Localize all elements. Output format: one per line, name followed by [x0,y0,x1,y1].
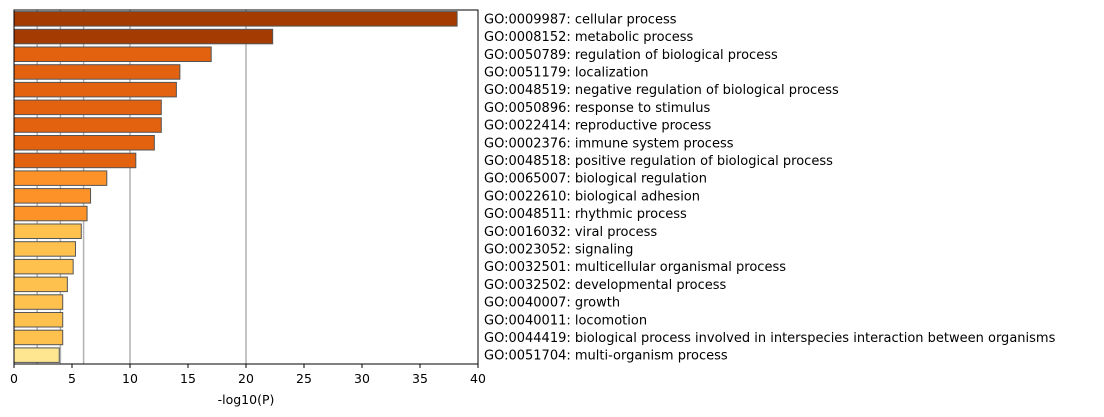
bar [13,347,60,363]
bar [13,117,162,133]
x-tick-label: 15 [180,371,196,386]
bar [13,11,458,27]
bar [13,99,162,116]
bar [13,134,155,151]
reference-lines [36,10,247,364]
bar [13,188,92,204]
bar [13,258,74,275]
category-label: GO:0048519: negative regulation of biolo… [484,83,839,98]
bar [13,276,68,293]
bar [13,329,64,346]
category-label: GO:0002376: immune system process [484,136,734,151]
category-label: GO:0022414: reproductive process [484,119,712,134]
category-label: GO:0016032: viral process [484,225,657,240]
x-tick-label: 0 [10,371,18,386]
bar [13,294,64,310]
bar [13,311,64,328]
x-axis-title: -log10(P) [218,392,275,407]
bar [13,205,88,222]
x-axis-ticks: 0 5 10 15 20 25 30 35 40 [10,364,486,386]
x-tick-label: 30 [354,371,370,386]
category-label: GO:0050789: regulation of biological pro… [484,48,778,63]
category-label: GO:0048511: rhythmic process [484,207,687,222]
category-label: GO:0048518: positive regulation of biolo… [484,154,833,169]
bar [13,223,82,240]
category-label: GO:0008152: metabolic process [484,30,693,45]
bar [13,170,108,186]
category-label: GO:0065007: biological regulation [484,172,707,187]
x-tick-label: 40 [470,371,486,386]
x-tick-label: 10 [122,371,138,386]
category-label: GO:0023052: signaling [484,242,633,257]
bar [13,28,274,45]
x-tick-label: 25 [296,371,312,386]
x-tick-label: 20 [238,371,254,386]
category-label: GO:0051179: localization [484,65,648,80]
category-label: GO:0022610: biological adhesion [484,189,700,204]
category-label: GO:0032502: developmental process [484,278,727,293]
category-label: GO:0009987: cellular process [484,12,677,27]
category-label: GO:0051704: multi-organism process [484,349,728,364]
bar [13,241,76,257]
category-label: GO:0050896: response to stimulus [484,101,710,116]
category-label: GO:0044419: biological process involved … [484,331,1056,346]
bar [13,64,181,80]
bar [13,81,177,98]
category-label: GO:0040011: locomotion [484,313,647,328]
category-label: GO:0040007: growth [484,296,620,311]
category-label: GO:0032501: multicellular organismal pro… [484,260,786,275]
category-labels: GO:0009987: cellular process GO:0008152: … [484,12,1056,363]
x-tick-label: 5 [68,371,76,386]
x-tick-label: 35 [412,371,428,386]
bar [13,46,212,63]
bar [13,152,137,169]
bars [13,11,458,363]
